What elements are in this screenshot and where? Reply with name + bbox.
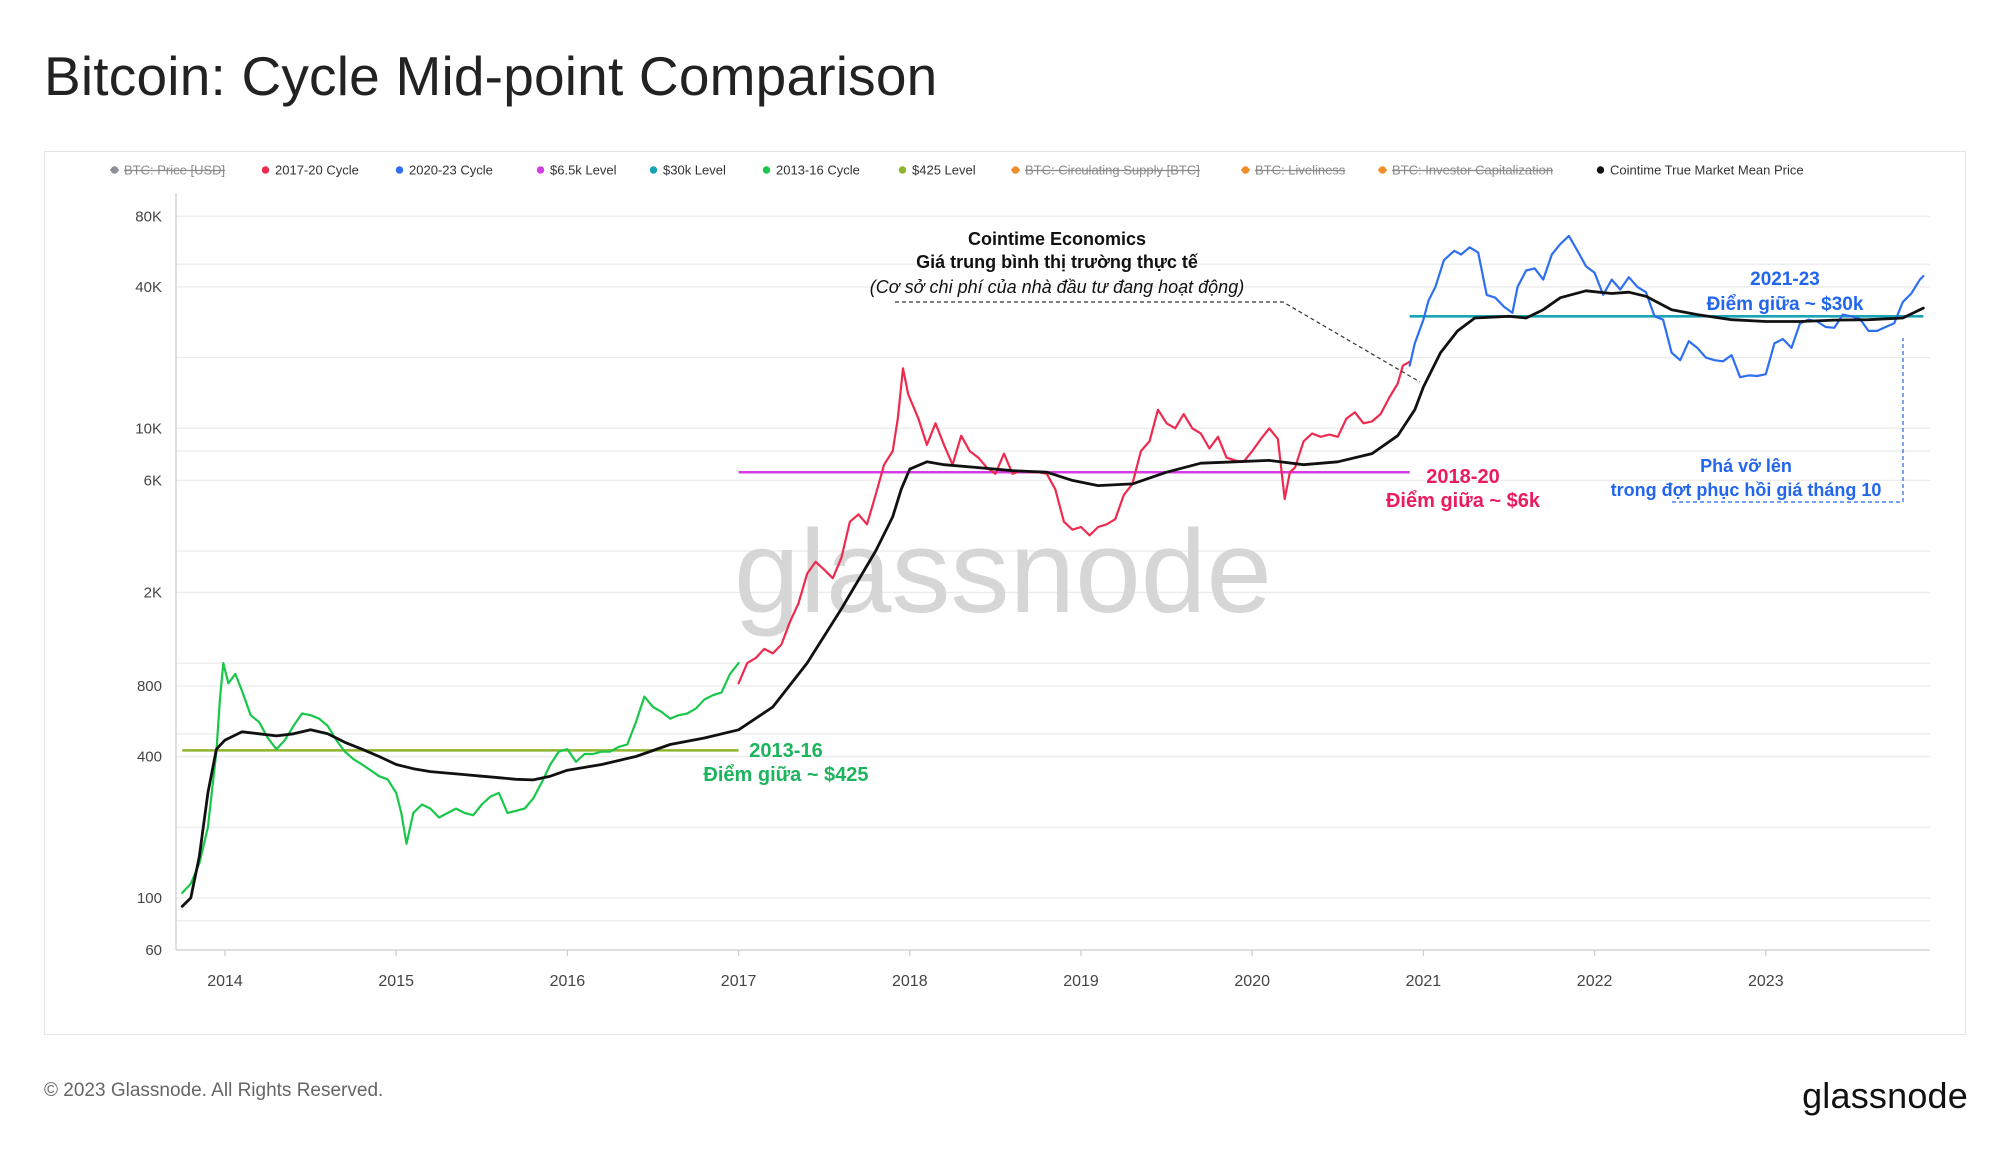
x-tick-label: 2021 (1406, 973, 1442, 990)
y-tick-label: 10K (135, 420, 162, 437)
copyright-text: © 2023 Glassnode. All Rights Reserved. (44, 1080, 384, 1101)
legend-label: 2013-16 Cycle (776, 163, 860, 178)
legend[interactable]: BTC: Price [USD] 2017-20 Cycle 2020-23 Cyc… (110, 163, 1804, 178)
legend-marker (1241, 166, 1250, 174)
annotation-line: Cointime Economics (968, 229, 1146, 249)
x-tick-label: 2016 (550, 973, 586, 990)
legend-label: BTC: Investor Capitalization (1392, 163, 1553, 178)
legend-item-2020-23-cycle[interactable]: 2020-23 Cycle (395, 163, 493, 178)
legend-label: BTC: Liveliness (1255, 163, 1346, 178)
brand-logo: glassnode (1802, 1075, 1968, 1116)
annotation-line: Điểm giữa ~ $30k (1707, 294, 1864, 315)
watermark: glassnode (734, 506, 1272, 638)
legend-marker (395, 166, 404, 174)
legend-label: 2020-23 Cycle (409, 163, 493, 178)
legend-item-cointime-true-market-mean-price[interactable]: Cointime True Market Mean Price (1596, 163, 1804, 178)
annotation-breakout: Phá vỡ lên trong đợt phục hồi giá tháng 1… (1611, 456, 1882, 500)
chart-frame (44, 151, 1966, 1035)
x-tick-label: 2015 (378, 973, 414, 990)
legend-marker (1011, 166, 1020, 174)
legend-item-30k-level[interactable]: $30k Level (649, 163, 726, 178)
series-line-2013-16-cycle (181, 662, 740, 894)
annotation-line: Điểm giữa ~ $6k (1386, 490, 1541, 512)
legend-marker (898, 166, 907, 174)
y-tick-label: 6K (144, 472, 162, 489)
legend-item-btc-liveliness[interactable]: BTC: Liveliness (1241, 163, 1346, 178)
legend-item-6-5k-level[interactable]: $6.5k Level (536, 163, 617, 178)
x-tick-label: 2019 (1063, 973, 1099, 990)
annotation-line: trong đợt phục hồi giá tháng 10 (1611, 480, 1882, 500)
gridlines (176, 215, 1930, 951)
legend-item-btc-circulating-supply-btc[interactable]: BTC: Circulating Supply [BTC] (1011, 163, 1200, 178)
legend-marker (1378, 166, 1387, 174)
x-tick-label: 2018 (892, 973, 928, 990)
x-tick-label: 2023 (1748, 973, 1784, 990)
axes: 80K 40K 10K 6K 2K 800 400 100 60 2014 2015 2016 2017… (135, 193, 1930, 990)
annotation-line: Phá vỡ lên (1700, 456, 1792, 476)
legend-label: BTC: Price [USD] (124, 163, 225, 178)
page-title: Bitcoin: Cycle Mid-point Comparison (44, 45, 938, 107)
annotation-cointime: Cointime Economics Giá trung bình thị trư… (870, 229, 1244, 297)
legend-item-2013-16-cycle[interactable]: 2013-16 Cycle (762, 163, 860, 178)
legend-label: $30k Level (663, 163, 726, 178)
legend-label: $6.5k Level (550, 163, 617, 178)
legend-item-2017-20-cycle[interactable]: 2017-20 Cycle (261, 163, 359, 178)
series-line-cointime-true-market-mean-price (180, 289, 1925, 908)
y-tick-label: 2K (144, 584, 162, 601)
legend-marker (1596, 166, 1605, 174)
legend-marker (536, 166, 545, 174)
x-tick-label: 2014 (207, 973, 243, 990)
legend-marker (649, 166, 658, 174)
legend-label: Cointime True Market Mean Price (1610, 163, 1804, 178)
annotation-line: Giá trung bình thị trường thực tế (916, 252, 1199, 272)
series-lines (180, 234, 1925, 908)
breakout-bracket-line (1672, 338, 1904, 503)
legend-label: 2017-20 Cycle (275, 163, 359, 178)
annotation-guides (895, 301, 1904, 503)
legend-marker (261, 166, 270, 174)
legend-label: BTC: Circulating Supply [BTC] (1025, 163, 1200, 178)
series-line-2017-20-cycle (737, 360, 1411, 685)
annotation-line: (Cơ sở chi phí của nhà đầu tư đang hoạt … (870, 277, 1244, 297)
annotation-line: 2021-23 (1750, 269, 1820, 290)
y-tick-label: 80K (135, 208, 162, 225)
annotation-2021: 2021-23 Điểm giữa ~ $30k (1707, 269, 1864, 315)
y-tick-label: 40K (135, 279, 162, 296)
x-tick-label: 2022 (1577, 973, 1613, 990)
annotation-line: 2018-20 (1426, 466, 1499, 488)
y-tick-label: 100 (137, 890, 162, 907)
cointime-pointer-line (895, 301, 1421, 383)
x-tick-label: 2017 (721, 973, 757, 990)
y-tick-label: 800 (137, 678, 162, 695)
annotation-line: 2013-16 (749, 740, 822, 762)
y-tick-label: 60 (145, 942, 162, 959)
annotation-line: Điểm giữa ~ $425 (703, 764, 868, 786)
legend-marker (110, 166, 119, 174)
x-tick-label: 2020 (1234, 973, 1270, 990)
legend-item-btc-price-usd[interactable]: BTC: Price [USD] (110, 163, 225, 178)
legend-item-425-level[interactable]: $425 Level (898, 163, 976, 178)
legend-marker (762, 166, 771, 174)
legend-item-btc-investor-capitalization[interactable]: BTC: Investor Capitalization (1378, 163, 1553, 178)
legend-label: $425 Level (912, 163, 976, 178)
y-tick-label: 400 (137, 749, 162, 766)
